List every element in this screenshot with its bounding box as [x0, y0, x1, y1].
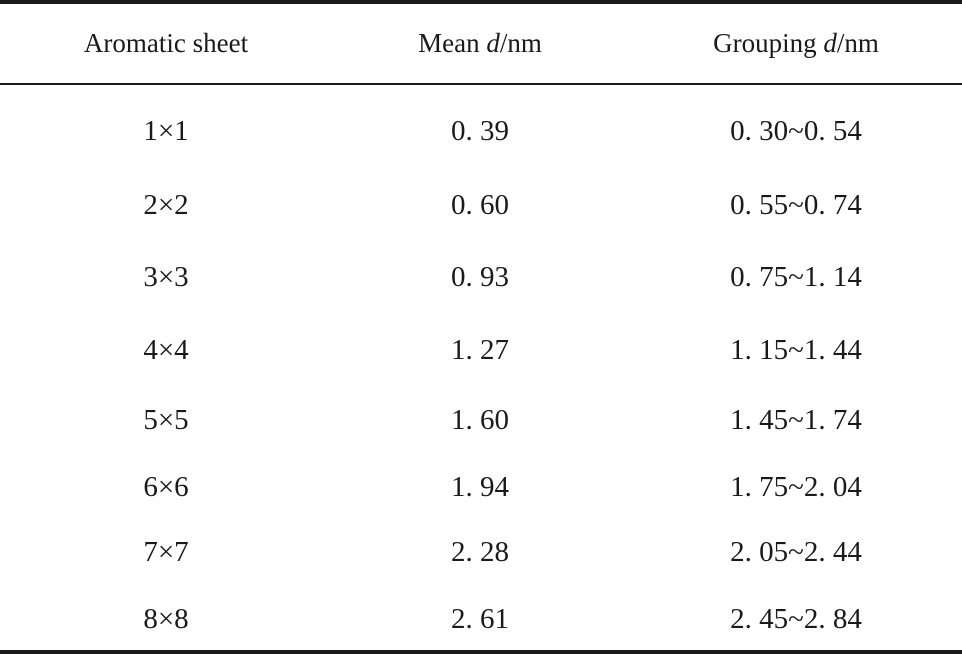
- cell-sheet: 1×1: [143, 114, 189, 147]
- cell-sheet: 2×2: [143, 188, 189, 221]
- cell-sheet: 8×8: [143, 602, 189, 635]
- header-aromatic-sheet-label: Aromatic sheet: [83, 27, 249, 58]
- table-top-rule: [0, 0, 962, 4]
- table-bottom-rule: [0, 650, 962, 654]
- table-row: 4×4 1. 27 1. 15~1. 44: [0, 325, 962, 375]
- header-mean-d: Mean d/nm: [418, 18, 542, 68]
- header-aromatic-sheet: Aromatic sheet: [84, 18, 248, 68]
- cell-mean: 0. 60: [451, 188, 509, 221]
- table-row: 3×3 0. 93 0. 75~1. 14: [0, 252, 962, 302]
- header-grouping-d: Grouping d/nm: [713, 18, 879, 68]
- cell-grouping: 1. 45~1. 74: [730, 403, 862, 436]
- cell-mean: 0. 93: [451, 260, 509, 293]
- header-mean-prefix: Mean: [418, 27, 487, 58]
- table-row: 6×6 1. 94 1. 75~2. 04: [0, 462, 962, 512]
- table-row: 1×1 0. 39 0. 30~0. 54: [0, 106, 962, 156]
- cell-grouping: 2. 45~2. 84: [730, 602, 862, 635]
- cell-sheet: 3×3: [143, 260, 189, 293]
- cell-grouping: 0. 55~0. 74: [730, 188, 862, 221]
- table-header-rule: [0, 83, 962, 85]
- cell-grouping: 1. 75~2. 04: [730, 470, 862, 503]
- header-grouping-var: d: [823, 27, 837, 58]
- table-header-row: Aromatic sheet Mean d/nm Grouping d/nm: [0, 18, 962, 68]
- cell-mean: 1. 60: [451, 403, 509, 436]
- cell-sheet: 4×4: [143, 333, 189, 366]
- cell-grouping: 2. 05~2. 44: [730, 535, 862, 568]
- cell-sheet: 5×5: [143, 403, 189, 436]
- table-row: 2×2 0. 60 0. 55~0. 74: [0, 180, 962, 230]
- cell-mean: 0. 39: [451, 114, 509, 147]
- cell-grouping: 0. 75~1. 14: [730, 260, 862, 293]
- cell-sheet: 7×7: [143, 535, 189, 568]
- table-row: 7×7 2. 28 2. 05~2. 44: [0, 527, 962, 577]
- cell-sheet: 6×6: [143, 470, 189, 503]
- header-grouping-unit: /nm: [836, 27, 879, 58]
- cell-mean: 2. 28: [451, 535, 509, 568]
- cell-mean: 1. 27: [451, 333, 509, 366]
- cell-mean: 1. 94: [451, 470, 509, 503]
- cell-grouping: 0. 30~0. 54: [730, 114, 862, 147]
- header-grouping-prefix: Grouping: [713, 27, 824, 58]
- header-mean-var: d: [486, 27, 500, 58]
- header-mean-unit: /nm: [499, 27, 542, 58]
- table-row: 5×5 1. 60 1. 45~1. 74: [0, 395, 962, 445]
- cell-mean: 2. 61: [451, 602, 509, 635]
- cell-grouping: 1. 15~1. 44: [730, 333, 862, 366]
- table-row: 8×8 2. 61 2. 45~2. 84: [0, 594, 962, 644]
